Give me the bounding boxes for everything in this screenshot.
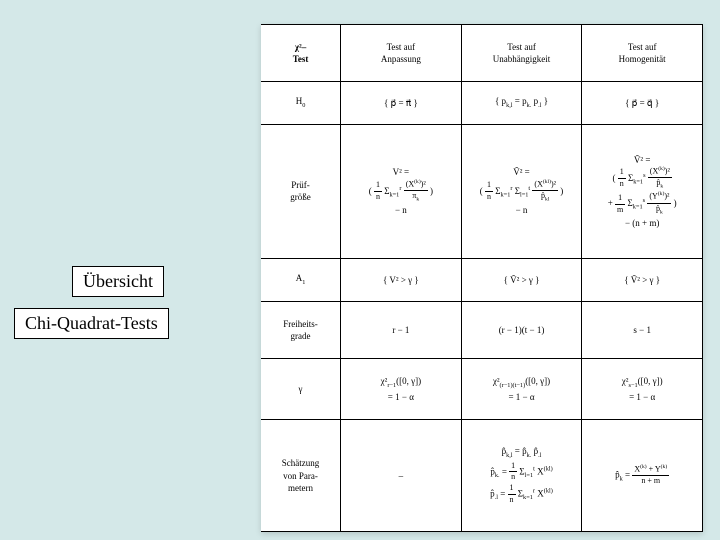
column-header-unabh: Test aufUnabhängigkeit (461, 25, 582, 82)
cell-df-homog: s − 1 (582, 302, 703, 359)
cell-gamma-homog: χ²s−1([0, γ])= 1 − α (582, 358, 703, 419)
cell-gamma-anpassung: χ²r−1([0, γ])= 1 − α (341, 358, 462, 419)
cell-schaetz-anpassung: – (341, 420, 462, 532)
row-header-df: Freiheits-grade (261, 302, 341, 359)
table-header-row: χ²–TestTest aufAnpassungTest aufUnabhäng… (261, 25, 703, 82)
table-row-pruef: Prüf-größeV² =( 1n Σk=1r (X(k))²πk )− nṼ… (261, 124, 703, 258)
cell-schaetz-unabh: p̂k,l = p̂k. p̂.lp̂k. = 1n Σl=1t X(kl)p̂… (461, 420, 582, 532)
cell-schaetz-homog: p̂k = X(k) + Y(k)n + m (582, 420, 703, 532)
cell-H0-anpassung: { p⃗ = π⃗ } (341, 81, 462, 124)
table-row-A1: A1{ V² > γ }{ Ṽ² > γ }{ Ṽ² > γ } (261, 259, 703, 302)
column-header-rowhdr: χ²–Test (261, 25, 341, 82)
cell-pruef-anpassung: V² =( 1n Σk=1r (X(k))²πk )− n (341, 124, 462, 258)
cell-A1-unabh: { Ṽ² > γ } (461, 259, 582, 302)
row-header-A1: A1 (261, 259, 341, 302)
table-row-df: Freiheits-grader − 1(r − 1)(t − 1)s − 1 (261, 302, 703, 359)
cell-pruef-homog: Ṽ² =( 1n Σk=1s (X(k))²p̂k+ 1m Σk=1s (Y(k… (582, 124, 703, 258)
chi-square-table-body: χ²–TestTest aufAnpassungTest aufUnabhäng… (261, 25, 703, 532)
cell-A1-anpassung: { V² > γ } (341, 259, 462, 302)
label-chiquadrat: Chi-Quadrat-Tests (14, 308, 169, 339)
cell-H0-unabh: { pk,l = pk. p.l } (461, 81, 582, 124)
table-row-schaetz: Schätzungvon Para-metern–p̂k,l = p̂k. p̂… (261, 420, 703, 532)
cell-df-unabh: (r − 1)(t − 1) (461, 302, 582, 359)
row-header-gamma: γ (261, 358, 341, 419)
cell-A1-homog: { Ṽ² > γ } (582, 259, 703, 302)
chi-square-table: χ²–TestTest aufAnpassungTest aufUnabhäng… (261, 24, 703, 532)
cell-df-anpassung: r − 1 (341, 302, 462, 359)
row-header-pruef: Prüf-größe (261, 124, 341, 258)
label-ubersicht: Übersicht (72, 266, 164, 297)
column-header-homog: Test aufHomogenität (582, 25, 703, 82)
table-row-gamma: γχ²r−1([0, γ])= 1 − αχ²(r−1)(t−1)([0, γ]… (261, 358, 703, 419)
row-header-schaetz: Schätzungvon Para-metern (261, 420, 341, 532)
chi-square-table-container: χ²–TestTest aufAnpassungTest aufUnabhäng… (261, 24, 703, 532)
cell-H0-homog: { p⃗ = q⃗ } (582, 81, 703, 124)
cell-pruef-unabh: Ṽ² =( 1n Σk=1r Σl=1t (X(kl))²p̂kl )− n (461, 124, 582, 258)
table-row-H0: H0{ p⃗ = π⃗ }{ pk,l = pk. p.l }{ p⃗ = q⃗… (261, 81, 703, 124)
cell-gamma-unabh: χ²(r−1)(t−1)([0, γ])= 1 − α (461, 358, 582, 419)
row-header-H0: H0 (261, 81, 341, 124)
column-header-anpassung: Test aufAnpassung (341, 25, 462, 82)
